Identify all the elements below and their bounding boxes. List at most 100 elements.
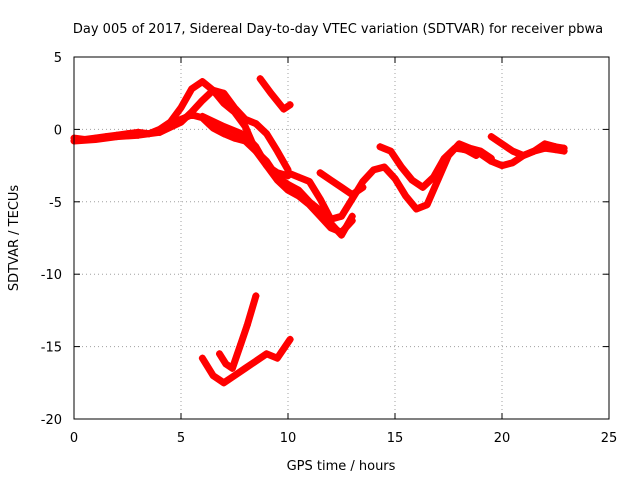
data-point [241,131,249,139]
data-point [455,144,463,152]
data-point [370,166,378,174]
data-point [338,212,345,220]
data-point [305,178,313,186]
data-point [284,186,292,194]
data-point [316,195,324,203]
data-point [237,340,245,348]
data-point [376,143,384,151]
data-point [256,75,264,83]
series-arc-12 [216,292,260,372]
data-point [220,130,228,138]
data-point [263,162,271,170]
data-point [209,86,217,94]
axis-ticks [73,56,610,420]
data-point [552,143,559,151]
data-point [519,151,527,159]
data-point [209,124,217,132]
series-line [70,86,292,174]
data-point [198,112,206,120]
data-point [177,104,185,112]
data-point [327,176,335,184]
data-point [91,136,99,144]
data-point [252,292,260,300]
data-point [466,147,474,155]
data-point [487,157,495,165]
chart-title: Day 005 of 2017, Sidereal Day-to-day VTE… [73,22,603,37]
data-point [252,357,260,365]
data-point [359,183,367,191]
data-point [487,133,495,141]
data-point [252,143,260,151]
x-tick-label: 0 [70,431,78,446]
x-tick-label: 15 [387,431,404,446]
data-point [498,162,506,170]
data-point [188,111,196,119]
data-point [408,176,416,184]
data-series [70,75,568,387]
x-axis-label: GPS time / hours [287,459,396,474]
data-point [241,123,249,131]
x-tick-label: 5 [177,431,185,446]
data-point [316,212,324,220]
data-point [327,215,335,223]
data-point [177,115,185,123]
data-point [397,163,405,171]
x-tick-labels: 0 5 10 15 20 25 [70,431,617,446]
data-point [316,169,324,177]
data-point [348,191,356,199]
data-point [338,228,345,236]
data-point [252,120,260,128]
data-point [295,173,303,181]
series-line [256,75,294,113]
data-point [243,321,251,329]
data-point [430,173,438,181]
data-point [440,154,448,162]
x-tick-label: 20 [494,431,511,446]
data-point [560,144,568,152]
data-point [498,140,506,148]
data-point [327,224,335,232]
plot-frame [73,56,610,420]
data-point [241,115,249,123]
data-point [402,192,410,200]
data-point [231,104,238,112]
series-line [216,292,260,372]
data-point [198,78,206,86]
data-point [509,147,517,155]
data-point [156,128,164,136]
y-tick-label: 5 [54,51,62,66]
data-point [222,360,230,368]
data-point [273,354,281,362]
data-point [241,364,249,372]
data-point [286,335,294,343]
y-tick-label: 0 [54,123,62,138]
data-point [198,354,206,362]
y-tick-label: -15 [41,341,62,356]
series-arc-7 [316,169,367,199]
series-arc-2 [70,86,292,174]
y-tick-label: -5 [49,196,62,211]
y-tick-label: -10 [41,268,62,283]
data-point [380,163,388,171]
series-line [316,169,367,199]
series-arc-5 [256,75,294,113]
data-point [220,89,228,97]
data-point [188,85,196,93]
x-tick-label: 25 [601,431,618,446]
data-point [220,99,228,107]
data-point [216,350,224,358]
y-tick-label: -20 [41,413,62,428]
data-point [305,201,313,209]
data-point [209,372,217,380]
data-point [231,372,238,380]
data-point [423,201,431,209]
series-arc-11 [198,335,294,387]
data-point [220,379,228,387]
data-point [113,133,121,141]
data-point [419,183,427,191]
data-point [391,175,399,183]
data-point [338,183,345,191]
data-point [348,217,356,225]
data-point [263,350,271,358]
